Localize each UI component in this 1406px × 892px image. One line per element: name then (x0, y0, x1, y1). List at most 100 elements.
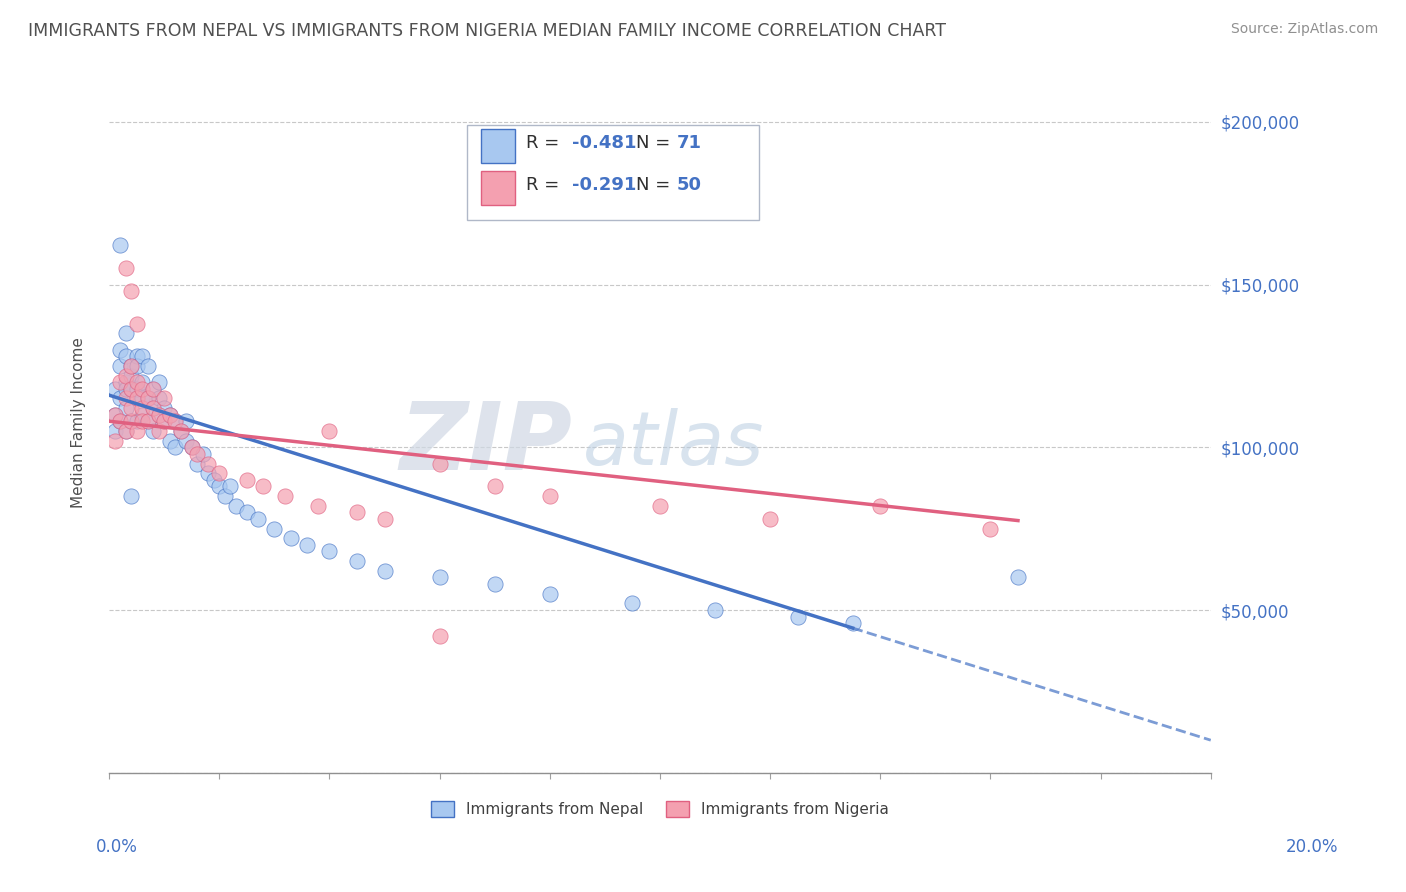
Point (136, 414, 159, 428)
Point (538, 489, 561, 503)
Text: atlas: atlas (583, 408, 765, 480)
Point (274, 489, 297, 503)
Text: 20.0%: 20.0% (1286, 838, 1339, 855)
Point (120, 359, 142, 373)
Point (120, 414, 142, 428)
Point (484, 577, 506, 591)
Point (165, 414, 187, 428)
Point (170, 424, 193, 438)
Point (297, 538, 319, 552)
Point (214, 489, 236, 503)
Point (120, 359, 142, 373)
Point (131, 401, 153, 416)
Point (136, 414, 159, 428)
Point (125, 375, 148, 389)
Point (263, 522, 285, 536)
Point (165, 414, 187, 428)
Point (648, 499, 671, 513)
Point (318, 424, 340, 438)
Point (148, 424, 170, 438)
Point (131, 392, 153, 406)
FancyBboxPatch shape (467, 126, 759, 220)
Point (114, 375, 136, 389)
Point (142, 382, 165, 396)
Point (346, 505, 368, 519)
Point (159, 408, 181, 422)
Text: 71: 71 (676, 134, 702, 152)
Point (136, 392, 159, 406)
Point (165, 440, 187, 454)
Point (131, 414, 153, 428)
Point (120, 401, 142, 416)
Point (108, 414, 131, 428)
Point (246, 512, 269, 526)
Point (153, 392, 176, 406)
Point (484, 479, 506, 493)
Point (125, 392, 148, 406)
Point (704, 603, 727, 617)
Point (114, 368, 136, 383)
Text: IMMIGRANTS FROM NEPAL VS IMMIGRANTS FROM NIGERIA MEDIAN FAMILY INCOME CORRELATIO: IMMIGRANTS FROM NEPAL VS IMMIGRANTS FROM… (28, 22, 946, 40)
Point (429, 629, 451, 643)
Point (159, 408, 181, 422)
Point (1007, 570, 1029, 584)
Point (197, 457, 219, 471)
Point (114, 392, 136, 406)
Point (114, 382, 136, 396)
Point (120, 414, 142, 428)
Point (104, 408, 127, 422)
Point (142, 401, 165, 416)
Point (125, 414, 148, 428)
Point (114, 349, 136, 363)
Point (308, 499, 330, 513)
Point (170, 424, 193, 438)
Point (131, 349, 153, 363)
Point (131, 382, 153, 396)
Point (429, 457, 451, 471)
Point (108, 359, 131, 373)
Point (114, 261, 136, 276)
Point (153, 414, 176, 428)
Point (869, 499, 891, 513)
Point (131, 375, 153, 389)
Point (142, 401, 165, 416)
Point (208, 467, 231, 481)
Point (180, 440, 202, 454)
Point (186, 447, 208, 461)
Point (153, 414, 176, 428)
Point (153, 401, 176, 416)
Point (108, 414, 131, 428)
Point (142, 424, 165, 438)
Text: -0.481: -0.481 (572, 134, 637, 152)
Point (125, 317, 148, 331)
Point (429, 570, 451, 584)
Point (142, 382, 165, 396)
Point (191, 447, 214, 461)
Point (125, 392, 148, 406)
Point (108, 375, 131, 389)
Point (131, 408, 153, 422)
Point (120, 284, 142, 298)
Point (108, 238, 131, 252)
Point (114, 401, 136, 416)
Point (208, 479, 231, 493)
Text: N =: N = (636, 134, 676, 152)
Point (219, 479, 242, 493)
Bar (481, 171, 515, 204)
Text: 0.0%: 0.0% (96, 838, 138, 855)
Point (202, 473, 225, 487)
Point (148, 375, 170, 389)
Point (236, 505, 259, 519)
Point (174, 414, 197, 428)
Point (148, 392, 170, 406)
Point (108, 343, 131, 357)
Text: R =: R = (526, 176, 565, 194)
Point (136, 359, 159, 373)
Point (148, 408, 170, 422)
Point (104, 382, 127, 396)
Point (108, 392, 131, 406)
Point (174, 434, 197, 448)
Point (125, 359, 148, 373)
Point (125, 424, 148, 438)
Point (346, 554, 368, 568)
